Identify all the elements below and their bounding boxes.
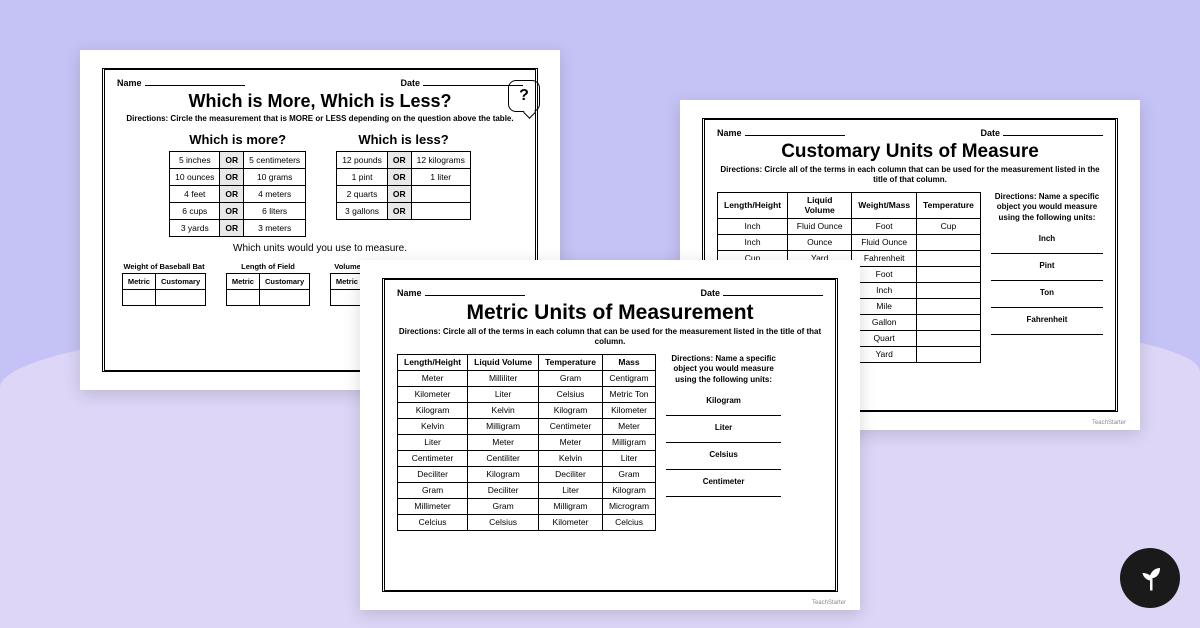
name-label-3: Name (717, 128, 845, 138)
name-label: Name (117, 78, 245, 88)
date-label: Date (400, 78, 523, 88)
side-customary: Directions: Name a specific object you w… (991, 192, 1103, 339)
question-icon: ? (508, 80, 540, 112)
worksheet-metric: Name Date Metric Units of Measurement Dir… (360, 260, 860, 610)
use-label: Which units would you use to measure. (117, 243, 523, 254)
subtitle-more: Which is more? (169, 132, 306, 147)
table-more: 5 inchesOR5 centimeters10 ouncesOR10 gra… (169, 151, 306, 237)
directions-3: Directions: Circle all of the terms in e… (717, 165, 1103, 186)
name-label-2: Name (397, 288, 525, 298)
table-less: 12 poundsOR12 kilograms1 pintOR1 liter2 … (336, 151, 471, 220)
side-metric: Directions: Name a specific object you w… (666, 354, 781, 501)
directions-1: Directions: Circle the measurement that … (117, 114, 523, 124)
date-label-2: Date (700, 288, 823, 298)
directions-2: Directions: Circle all of the terms in e… (397, 327, 823, 348)
title-metric: Metric Units of Measurement (397, 301, 823, 325)
sprout-icon (1135, 563, 1165, 593)
footer-2: TeachStarter (812, 600, 846, 606)
title-customary: Customary Units of Measure (717, 141, 1103, 163)
title-more-less: Which is More, Which is Less? (117, 91, 523, 112)
footer-3: TeachStarter (1092, 420, 1126, 426)
date-label-3: Date (980, 128, 1103, 138)
brand-logo (1120, 548, 1180, 608)
table-metric: Length/HeightLiquid VolumeTemperatureMas… (397, 354, 656, 531)
subtitle-less: Which is less? (336, 132, 471, 147)
